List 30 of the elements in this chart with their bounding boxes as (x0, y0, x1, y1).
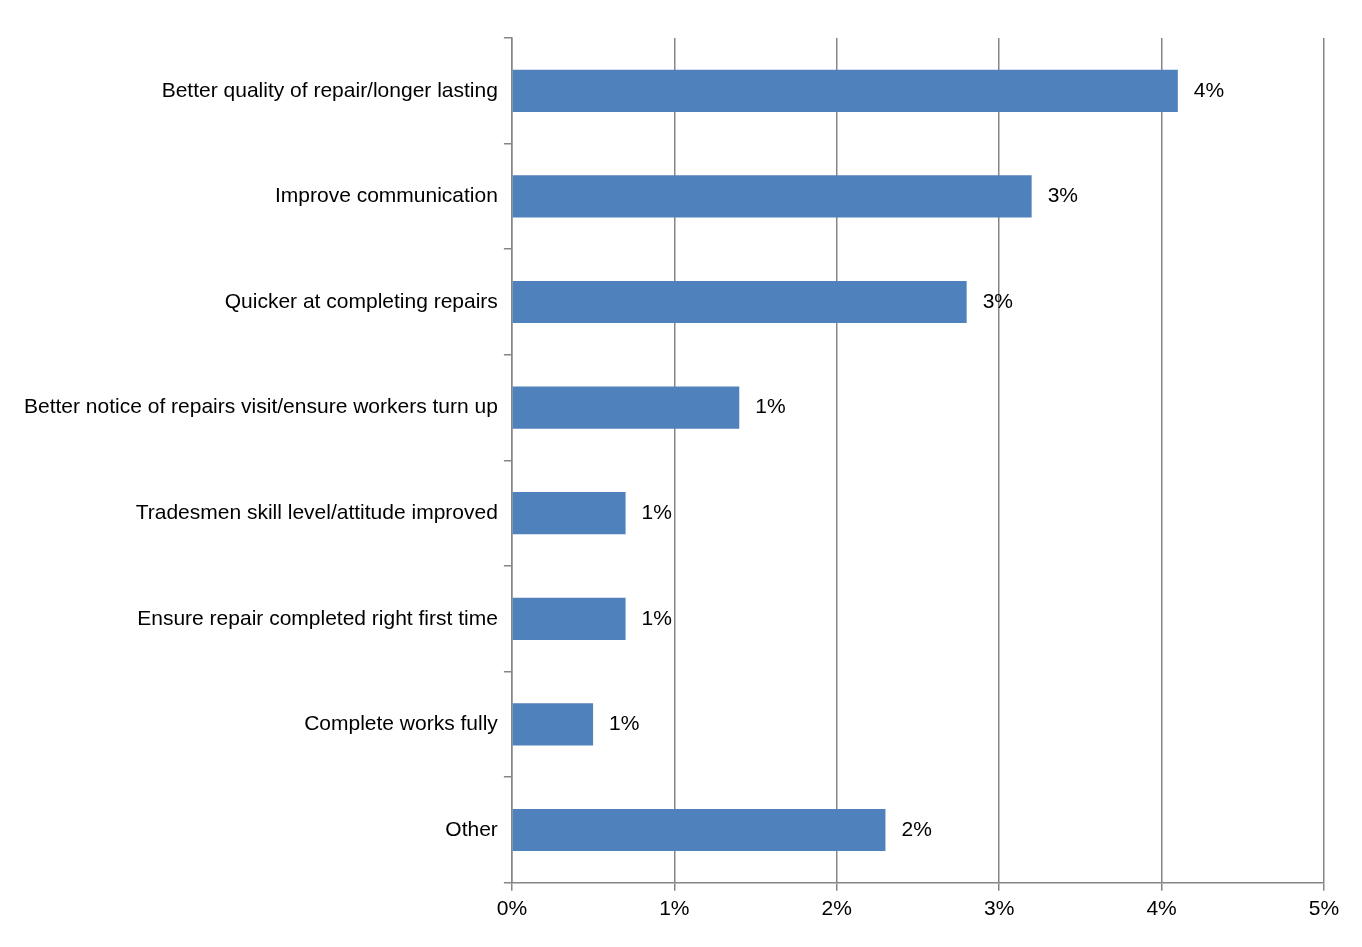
bar (512, 386, 740, 429)
data-label: 2% (901, 816, 932, 840)
bar (512, 492, 626, 535)
x-tick-label: 2% (821, 896, 852, 920)
data-label: 3% (1047, 183, 1078, 207)
x-tick-label: 3% (983, 896, 1015, 920)
bar (512, 280, 967, 324)
y-tick-label: Improve communication (274, 183, 498, 207)
y-tick-label: Other (445, 816, 498, 840)
x-tick-label: 5% (1308, 896, 1340, 920)
bar (512, 597, 626, 640)
y-tick-label: Tradesmen skill level/attitude improved (135, 500, 498, 523)
data-label: 1% (609, 711, 640, 735)
data-label: 1% (641, 605, 672, 629)
x-tick-label: 0% (496, 896, 528, 920)
x-tick-label: 1% (659, 896, 690, 920)
data-label: 3% (982, 288, 1014, 312)
data-label: 1% (755, 394, 786, 418)
data-label: 4% (1193, 77, 1225, 101)
x-tick-label: 4% (1146, 896, 1177, 920)
data-label: 1% (641, 500, 672, 523)
bar (512, 808, 886, 852)
y-tick-label: Better quality of repair/longer lasting (161, 77, 498, 101)
y-tick-label: Quicker at completing repairs (224, 288, 498, 312)
y-tick-label: Complete works fully (304, 711, 499, 735)
y-tick-label: Better notice of repairs visit/ensure workers turn up (24, 394, 498, 418)
y-tick-label: Ensure repair completed right first time (137, 605, 498, 629)
bar (512, 69, 1178, 112)
bar (512, 703, 594, 746)
bar (512, 175, 1032, 218)
